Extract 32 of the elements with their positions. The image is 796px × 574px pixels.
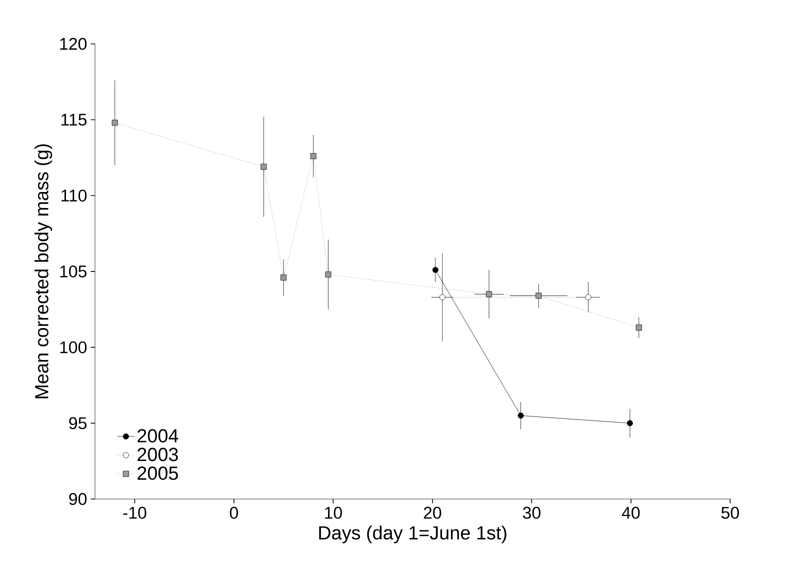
x-tick-label: 50 — [721, 506, 739, 519]
x-tick-label: 0 — [230, 506, 238, 519]
point — [585, 294, 592, 300]
point — [310, 153, 316, 160]
point — [280, 274, 287, 281]
y-tick-label: 105 — [60, 265, 87, 278]
legend-label: 2004 — [138, 429, 178, 442]
point — [536, 292, 542, 299]
y-axis-title: Mean corrected body mass (g) — [34, 144, 52, 398]
x-tick-label: 20 — [424, 506, 442, 519]
point — [432, 266, 438, 273]
x-tick-label: 40 — [622, 506, 640, 519]
point — [260, 164, 267, 170]
y-tick-label: 95 — [69, 417, 87, 430]
point — [518, 412, 524, 419]
y-tick-label: 90 — [69, 493, 87, 506]
x-tick-label: 30 — [522, 506, 540, 519]
point — [325, 271, 332, 278]
y-tick-label: 120 — [60, 38, 87, 50]
x-axis-title: Days (day 1=June 1st) — [319, 526, 506, 544]
point — [486, 291, 492, 298]
y-tick-label: 100 — [60, 341, 87, 354]
y-tick-label: 115 — [62, 114, 87, 126]
point — [112, 120, 118, 126]
x-tick-label: 10 — [325, 506, 342, 519]
legend-label: 2003 — [138, 448, 178, 462]
point — [439, 294, 446, 300]
legend-label: 2005 — [138, 466, 178, 480]
point — [636, 324, 642, 331]
x-tick-label: -10 — [123, 506, 146, 519]
point — [626, 420, 633, 426]
y-tick-label: 110 — [62, 190, 87, 202]
